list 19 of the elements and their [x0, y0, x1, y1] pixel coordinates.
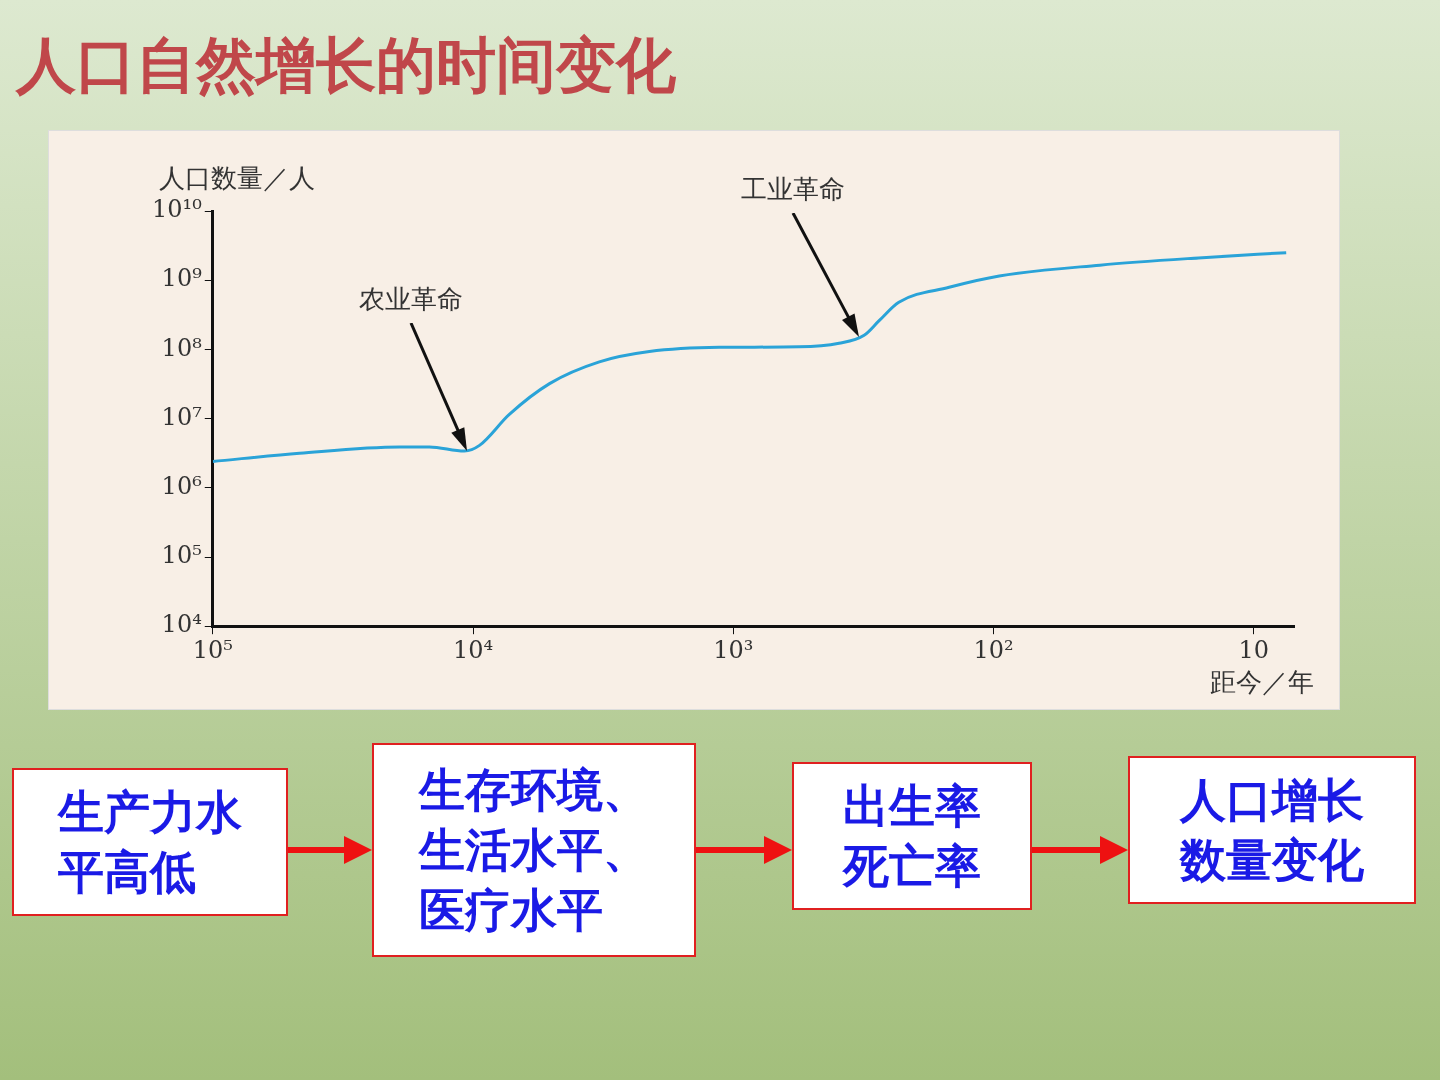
annotation: 农业革命: [359, 283, 463, 316]
y-tick-label: 10¹⁰: [152, 195, 202, 224]
text: 出生率死亡率: [843, 778, 981, 895]
text: 人口增长数量变化: [1180, 772, 1364, 889]
text: 生存环境、生活水平、医疗水平: [419, 762, 649, 939]
x-tick-label: 10²: [973, 635, 1014, 664]
y-tick-label: 10⁶: [161, 472, 202, 501]
chart-title: 人口自然增长的时间变化: [16, 29, 676, 102]
x-tick-label: 10³: [713, 635, 754, 664]
x-axis-title: 距今／年: [1210, 666, 1314, 697]
y-tick-label: 10⁵: [161, 541, 202, 570]
y-tick-label: 10⁹: [161, 264, 203, 293]
y-tick-label: 10⁸: [161, 333, 202, 362]
text: 生产力水平高低: [58, 784, 242, 901]
x-tick-label: 10⁴: [452, 635, 494, 664]
text: 工业革命: [741, 173, 845, 206]
x-tick-label: 10: [1238, 635, 1269, 664]
y-axis-title: 人口数量／人: [159, 162, 315, 193]
y-tick-label: 10⁷: [161, 402, 202, 431]
